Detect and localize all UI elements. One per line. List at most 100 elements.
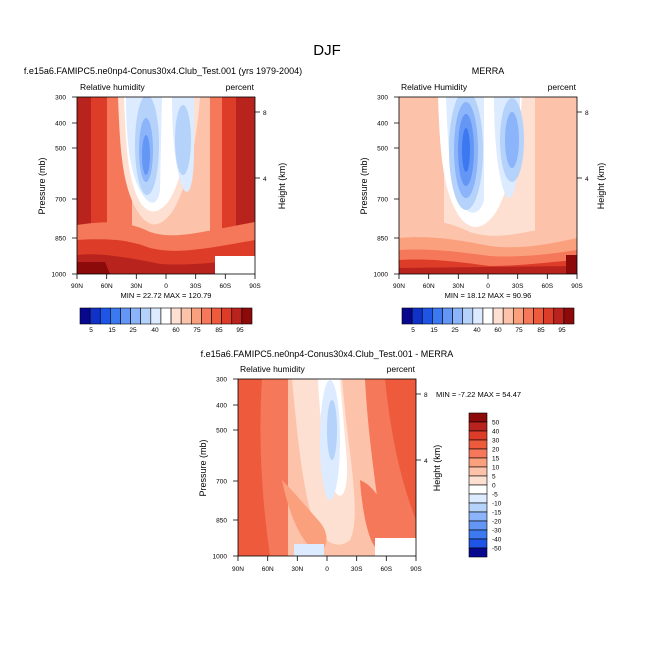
colorbar-label: 15 — [492, 456, 500, 463]
colorbar-swatch — [468, 520, 488, 531]
colorbar-swatch — [401, 307, 413, 325]
colorbar-model-labels: 5 15 25 40 60 75 85 95 — [89, 327, 244, 334]
colorbar-model: 5 15 25 40 60 75 85 95 — [79, 307, 253, 334]
colorbar-swatch — [512, 307, 524, 325]
colorbar-swatch — [533, 307, 544, 325]
colorbar-swatch — [468, 502, 488, 513]
x-tick-label: 90N — [232, 566, 244, 573]
panel-obs-left-label: Relative Humidity — [401, 82, 468, 92]
panel-diff-right-label: percent — [387, 364, 416, 374]
x-tick-label: 60N — [423, 283, 435, 290]
colorbar-label: 5 — [411, 327, 415, 334]
y-tick-label: 300 — [55, 95, 66, 102]
colorbar-swatch — [468, 430, 488, 441]
colorbar-swatch — [468, 466, 488, 477]
y-tick-label: 850 — [55, 236, 66, 243]
x-tick-label: 30N — [452, 283, 464, 290]
panel-obs-right-label: percent — [548, 82, 577, 92]
x-tick-label: 90S — [249, 283, 261, 290]
colorbar-obs-labels: 5 15 25 40 60 75 85 95 — [411, 327, 566, 334]
panel-obs-y-axis: 300 400 500 700 850 1000 — [374, 95, 399, 279]
colorbar-swatch — [468, 439, 488, 450]
x-tick-label: 60S — [542, 283, 554, 290]
x-tick-label: 30S — [190, 283, 202, 290]
colorbar-swatch — [523, 307, 534, 325]
panel-model: f.e15a6.FAMIPC5.ne0np4-Conus30x4.Club_Te… — [24, 66, 302, 300]
panel-diff-y-axis-label: Pressure (mb) — [198, 439, 208, 496]
colorbar-swatch — [502, 307, 514, 325]
colorbar-label: 50 — [492, 420, 500, 427]
panel-obs-height-axis-label: Height (km) — [596, 163, 606, 210]
colorbar-label: 10 — [492, 465, 500, 472]
panel-model-right-label: percent — [226, 82, 255, 92]
y-tick-label: 500 — [216, 428, 227, 435]
panel-diff-title: f.e15a6.FAMIPC5.ne0np4-Conus30x4.Club_Te… — [201, 349, 454, 359]
colorbar-swatch — [180, 307, 192, 325]
colorbar-swatch — [160, 307, 172, 325]
colorbar-swatch — [442, 307, 453, 325]
colorbar-swatch — [452, 307, 464, 325]
height-tick-label: 8 — [263, 110, 267, 117]
x-tick-label: 0 — [164, 283, 168, 290]
y-tick-label: 300 — [377, 95, 388, 102]
colorbar-label: 85 — [537, 327, 545, 334]
colorbar-swatch — [553, 307, 565, 325]
colorbar-swatch — [140, 307, 152, 325]
colorbar-label: 40 — [151, 327, 159, 334]
colorbar-label: -50 — [492, 546, 502, 553]
panel-diff-stats: MIN = -7.22 MAX = 54.47 — [436, 390, 521, 399]
height-tick-label: 8 — [585, 110, 589, 117]
panel-model-y-axis: 300 400 500 700 850 1000 — [52, 95, 77, 279]
colorbar-label: 95 — [236, 327, 244, 334]
height-tick-label: 4 — [424, 458, 428, 465]
colorbar-swatch — [231, 307, 243, 325]
panel-obs-y-axis-label: Pressure (mb) — [359, 157, 369, 214]
x-tick-label: 90N — [71, 283, 83, 290]
x-tick-label: 0 — [325, 566, 329, 573]
colorbar-label: 0 — [492, 483, 496, 490]
colorbar-swatch — [468, 412, 488, 423]
panel-diff-field — [238, 379, 416, 556]
x-tick-label: 30S — [351, 566, 363, 573]
panel-obs-title: MERRA — [472, 66, 505, 76]
panel-diff-height-axis-label: Height (km) — [432, 445, 442, 492]
colorbar-model-swatches — [79, 307, 253, 325]
colorbar-swatch — [563, 307, 575, 325]
panel-diff-left-label: Relative humidity — [240, 364, 305, 374]
colorbar-label: 5 — [89, 327, 93, 334]
colorbar-swatch — [468, 421, 488, 432]
colorbar-swatch — [468, 457, 488, 468]
colorbar-label: 40 — [473, 327, 481, 334]
colorbar-obs-swatches — [401, 307, 575, 325]
height-tick-label: 4 — [585, 176, 589, 183]
colorbar-label: 25 — [451, 327, 459, 334]
colorbar-diff-labels: 50 40 30 20 15 10 5 0 -5 -10 -15 -20 -30… — [492, 420, 502, 553]
colorbar-swatch — [130, 307, 142, 325]
colorbar-swatch — [99, 307, 111, 325]
panel-diff-height-axis: 8 4 — [416, 392, 428, 465]
colorbar-label: 30 — [492, 438, 500, 445]
colorbar-label: 15 — [430, 327, 438, 334]
panel-obs-stats: MIN = 18.12 MAX = 90.96 — [445, 291, 532, 300]
colorbar-swatch — [468, 475, 488, 486]
colorbar-swatch — [170, 307, 182, 325]
x-tick-label: 30N — [291, 566, 303, 573]
y-tick-label: 400 — [216, 403, 227, 410]
colorbar-label: 15 — [108, 327, 116, 334]
panel-model-title: f.e15a6.FAMIPC5.ne0np4-Conus30x4.Club_Te… — [24, 66, 302, 76]
colorbar-label: 95 — [558, 327, 566, 334]
colorbar-swatch — [468, 511, 488, 522]
colorbar-swatch — [190, 307, 202, 325]
colorbar-swatch — [150, 307, 162, 325]
colorbar-swatch — [543, 307, 555, 325]
colorbar-label: 20 — [492, 447, 500, 454]
colorbar-swatch — [468, 493, 488, 504]
colorbar-label: 25 — [129, 327, 137, 334]
colorbar-diff-swatches — [468, 412, 488, 558]
panel-model-stats: MIN = 22.72 MAX = 120.79 — [121, 291, 212, 300]
colorbar-swatch — [421, 307, 433, 325]
colorbar-swatch — [221, 307, 233, 325]
y-tick-label: 1000 — [52, 272, 67, 279]
colorbar-swatch — [468, 529, 488, 540]
